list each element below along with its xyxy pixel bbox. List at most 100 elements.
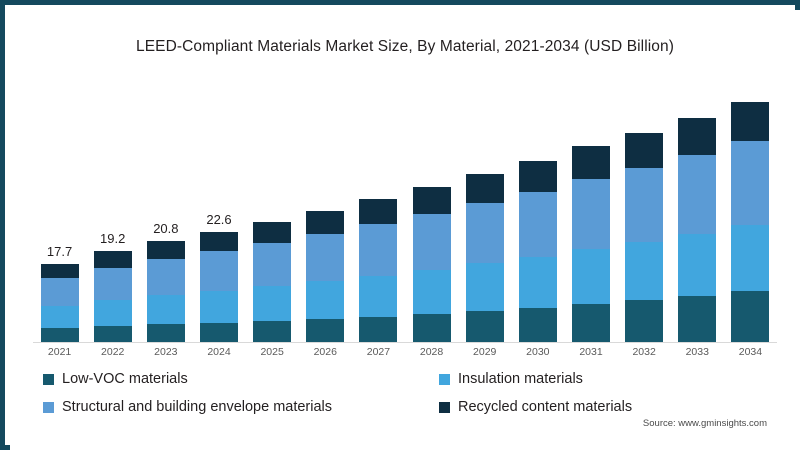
bar-column-2031[interactable]	[572, 146, 610, 342]
legend-item-insulation-materials[interactable]: Insulation materials	[439, 371, 583, 387]
bar-segment-2031-series-2	[572, 179, 610, 249]
x-axis-tick-2024: 2024	[207, 346, 231, 358]
x-axis-labels: 2021 2022 2023 2024 2025 2026 2027 2028 2029 2030…	[33, 346, 777, 364]
chart-legend: Low-VOC materials Insulation materials S…	[35, 371, 735, 423]
bar-segment-2031-series-3	[572, 146, 610, 179]
bar-segment-2026-series-3	[306, 211, 345, 234]
bar-column-2021[interactable]	[40, 264, 79, 342]
x-axis-tick-2025: 2025	[260, 346, 284, 358]
legend-swatch-structural-and-building-envelope-materials	[43, 401, 54, 413]
bar-segment-2022-series-3	[93, 251, 132, 268]
bar-column-2030[interactable]	[518, 161, 557, 342]
bar-segment-2025-series-3	[253, 222, 292, 243]
bar-segment-2031-series-0	[572, 304, 610, 342]
bar-segment-2027-series-0	[359, 317, 398, 342]
bar-segment-2023-series-3	[146, 241, 185, 259]
bar-column-2034[interactable]	[731, 102, 770, 342]
bar-segment-2033-series-1	[678, 234, 717, 296]
x-axis-tick-2027: 2027	[366, 346, 391, 358]
bar-segment-2034-series-1	[731, 225, 770, 291]
x-axis-tick-2033: 2033	[685, 346, 709, 358]
bar-column-2028[interactable]	[412, 187, 451, 342]
bar-column-2026[interactable]	[306, 211, 345, 342]
bar-segment-2030-series-2	[518, 192, 557, 257]
x-axis-tick-2034: 2034	[738, 346, 763, 358]
bar-segment-2024-series-3	[200, 232, 238, 251]
bar-value-label-2021: 17.7	[46, 244, 73, 259]
chart-title: LEED-Compliant Materials Market Size, By…	[135, 38, 675, 55]
bar-segment-2029-series-0	[465, 311, 504, 342]
bar-column-2033[interactable]	[678, 118, 717, 342]
bar-segment-2022-series-2	[93, 268, 132, 300]
bar-segment-2025-series-1	[253, 286, 292, 321]
bar-segment-2021-series-1	[40, 306, 79, 328]
bar-segment-2031-series-1	[572, 249, 610, 304]
bar-value-label-2024: 22.6	[206, 212, 232, 227]
bar-segment-2030-series-1	[518, 257, 557, 308]
legend-label-insulation-materials: Insulation materials	[458, 371, 583, 387]
bar-segment-2032-series-2	[625, 168, 664, 242]
bar-column-2023[interactable]	[146, 241, 185, 342]
bar-segment-2021-series-0	[40, 328, 79, 342]
bar-segment-2028-series-3	[412, 187, 451, 214]
bar-segment-2028-series-0	[412, 314, 451, 342]
bar-segment-2026-series-2	[306, 234, 345, 281]
bar-column-2025[interactable]	[253, 222, 292, 342]
bar-column-2027[interactable]	[359, 199, 398, 342]
legend-swatch-low-voc-materials	[43, 373, 54, 385]
bar-segment-2033-series-2	[678, 155, 717, 234]
bar-segment-2027-series-3	[359, 199, 398, 224]
bar-segment-2033-series-0	[678, 296, 717, 342]
bar-segment-2028-series-1	[412, 270, 451, 314]
x-axis-tick-2026: 2026	[313, 346, 337, 358]
bar-segment-2021-series-3	[40, 264, 79, 278]
x-axis-tick-2030: 2030	[526, 346, 550, 358]
bar-segment-2024-series-2	[200, 251, 238, 291]
bar-segment-2032-series-0	[625, 300, 664, 342]
x-axis-tick-2028: 2028	[419, 346, 444, 358]
bar-column-2032[interactable]	[625, 133, 664, 342]
bar-segment-2030-series-3	[518, 161, 557, 192]
bar-segment-2023-series-2	[146, 259, 185, 295]
bar-segment-2027-series-2	[359, 224, 398, 276]
bar-segment-2029-series-3	[465, 174, 504, 203]
bar-column-2024[interactable]	[200, 232, 238, 342]
bar-segment-2021-series-2	[40, 278, 79, 306]
bar-segment-2033-series-3	[678, 118, 717, 155]
bar-column-2029[interactable]	[465, 174, 504, 342]
bar-value-label-2023: 20.8	[153, 221, 179, 236]
bar-segment-2030-series-0	[518, 308, 557, 342]
bar-segment-2025-series-0	[253, 321, 292, 342]
bar-segment-2029-series-2	[465, 203, 504, 263]
x-axis-tick-2031: 2031	[579, 346, 603, 358]
x-axis-tick-2021: 2021	[47, 346, 72, 358]
legend-label-low-voc-materials: Low-VOC materials	[62, 371, 188, 387]
bar-segment-2034-series-3	[731, 102, 770, 141]
x-axis-tick-2023: 2023	[154, 346, 178, 358]
bar-segment-2029-series-1	[465, 263, 504, 311]
bar-value-label-2022: 19.2	[100, 231, 126, 246]
legend-label-recycled-content-materials: Recycled content materials	[458, 399, 633, 415]
bar-column-2022[interactable]	[93, 251, 132, 342]
x-axis-tick-2029: 2029	[473, 346, 497, 358]
bar-segment-2024-series-0	[200, 323, 238, 342]
bar-segment-2032-series-3	[625, 133, 664, 168]
legend-swatch-recycled-content-materials	[439, 401, 450, 413]
bar-segment-2032-series-1	[625, 242, 664, 300]
bar-segment-2024-series-1	[200, 291, 238, 323]
source-attribution: Source: www.gminsights.com	[642, 418, 767, 429]
plot-area: 17.7 19.2 20.8 22.6	[33, 87, 777, 342]
legend-item-recycled-content-materials[interactable]: Recycled content materials	[439, 399, 632, 415]
bar-segment-2025-series-2	[253, 243, 292, 286]
legend-swatch-insulation-materials	[439, 373, 450, 385]
x-axis-tick-2022: 2022	[101, 346, 125, 358]
bar-segment-2028-series-2	[412, 214, 451, 270]
legend-item-structural-and-building-envelope-materials[interactable]: Structural and building envelope materia…	[43, 399, 332, 415]
legend-label-structural-and-building-envelope-materials: Structural and building envelope materia…	[62, 399, 333, 415]
bar-segment-2026-series-0	[306, 319, 345, 342]
legend-item-low-voc-materials[interactable]: Low-VOC materials	[43, 371, 188, 387]
bar-segment-2022-series-0	[93, 326, 132, 342]
bar-segment-2022-series-1	[93, 300, 132, 326]
bar-segment-2023-series-1	[146, 295, 185, 324]
